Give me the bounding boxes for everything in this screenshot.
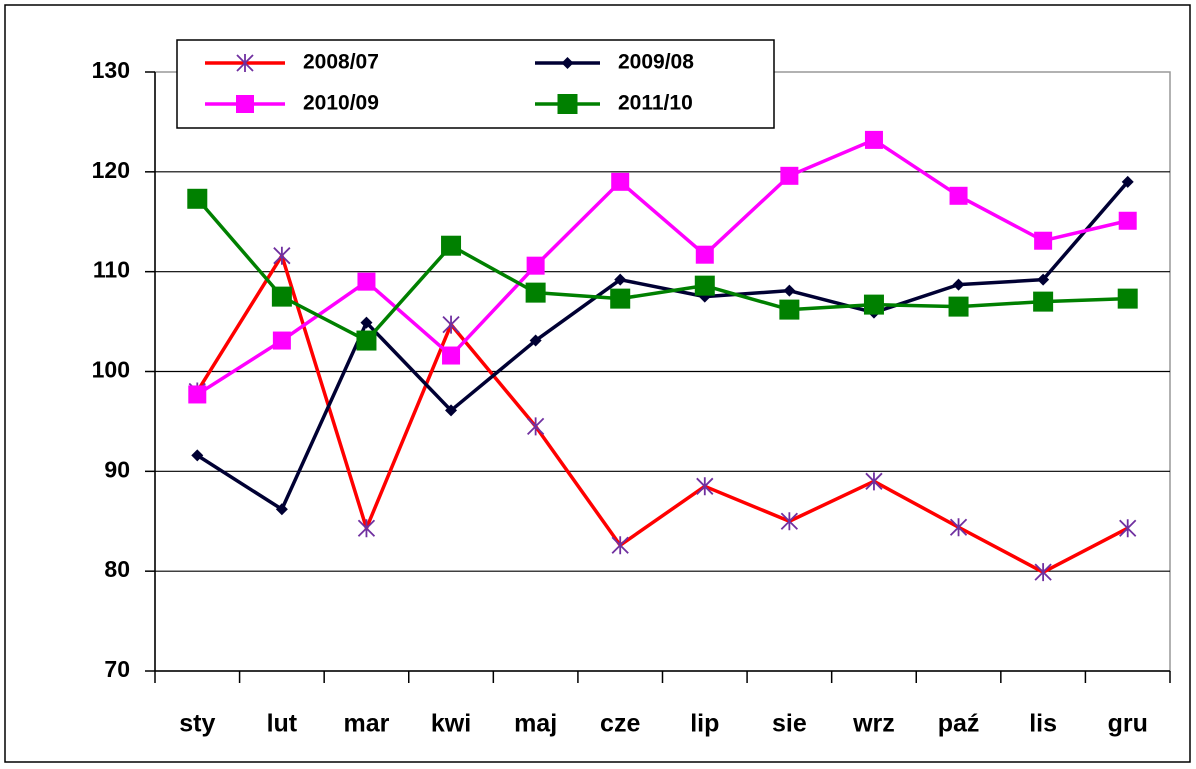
x-tick-label: cze [600,710,640,738]
marker [611,172,630,191]
series-line [195,197,1128,343]
marker [445,404,458,417]
marker [557,94,578,114]
x-tick-label: mar [344,710,390,738]
legend-box [176,39,775,129]
x-tick-label: lis [1029,710,1057,738]
marker [865,472,883,491]
series-line [196,138,1129,396]
series-line [195,253,1129,574]
marker [525,282,546,303]
marker [273,246,291,265]
marker [236,54,254,72]
marker [780,166,799,185]
y-tick-label: 90 [104,456,130,482]
marker [611,536,629,555]
marker [357,519,376,538]
y-tick-label: 110 [93,257,130,283]
marker [694,275,715,296]
x-tick-label: sty [179,710,215,738]
marker [696,477,714,496]
marker [1034,231,1053,250]
marker [529,334,542,347]
marker [526,417,545,436]
marker [952,278,965,291]
marker [695,245,714,264]
marker [864,130,883,149]
marker [360,316,373,329]
legend-label: 2010/09 [303,92,379,115]
marker [1033,291,1054,312]
x-tick-label: maj [514,710,557,738]
marker [526,256,545,275]
legend-label: 2009/08 [618,51,694,74]
marker [561,57,574,69]
marker [236,95,254,113]
marker [191,449,204,462]
y-tick-label: 80 [104,556,130,582]
x-tick-label: paź [938,710,980,738]
x-tick-label: gru [1108,710,1148,738]
x-tick-label: sie [772,710,807,738]
marker [1121,175,1134,188]
marker [780,512,799,531]
marker [357,272,376,291]
legend-label: 2011/10 [618,92,693,115]
series-line [196,180,1130,512]
x-tick-label: kwi [431,710,471,738]
marker [1034,563,1052,582]
marker [610,288,631,309]
marker [271,286,292,307]
x-tick-label: lip [690,710,719,738]
marker [783,284,796,297]
marker [779,299,800,320]
y-tick-label: 70 [104,656,130,682]
marker [614,273,627,286]
marker [356,330,377,351]
marker [272,331,291,350]
y-tick-label: 120 [92,157,130,183]
marker [187,188,208,209]
marker [863,294,884,315]
marker [1119,519,1137,538]
marker [442,315,460,334]
marker [441,235,462,256]
y-tick-label: 100 [92,357,130,383]
marker [188,385,207,404]
legend-label: 2008/07 [303,51,379,74]
y-tick-label: 130 [92,57,130,83]
marker [1118,211,1137,230]
x-tick-label: lut [267,710,298,738]
marker [949,186,968,205]
marker [1037,273,1050,286]
marker [1117,288,1138,309]
legend: 2008/07 2009/08 2010/09 2011/10 [176,39,775,129]
marker [948,296,969,317]
marker [275,503,288,516]
x-tick-label: wrz [852,710,895,738]
marker [949,518,968,537]
marker [442,346,461,365]
